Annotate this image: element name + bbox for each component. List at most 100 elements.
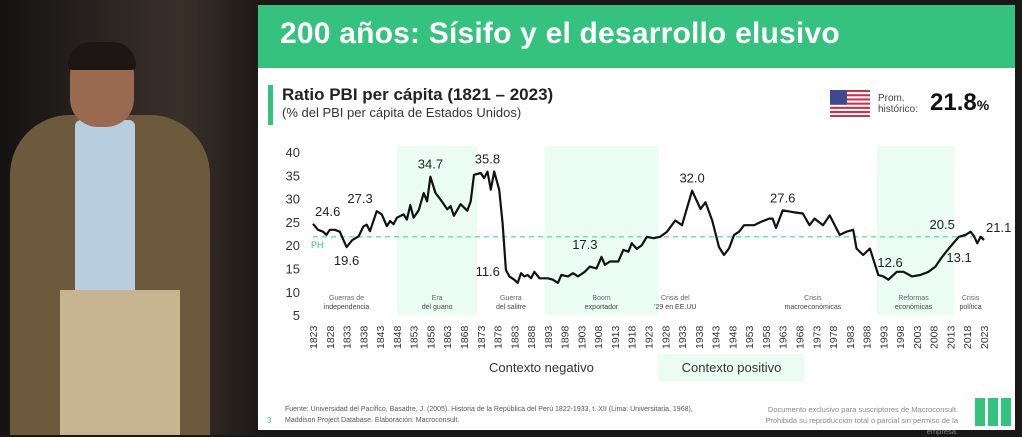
y-tick-label: 35: [286, 168, 300, 183]
stage-photo: [0, 0, 258, 435]
y-tick-label: 25: [286, 215, 300, 230]
x-tick-label: 1948: [727, 325, 739, 349]
period-label: independencia: [324, 304, 370, 311]
average-label-line1: Prom.: [878, 93, 905, 104]
y-tick-label: 15: [286, 262, 300, 277]
disclaimer-line-2: Prohibida su reproducción total o parcia…: [765, 416, 958, 436]
x-tick-label: 1938: [694, 325, 706, 349]
source-line-1: Fuente: Universidad del Pacífico, Basadr…: [285, 406, 693, 413]
x-tick-label: 1853: [409, 325, 421, 349]
period-label: Crisis: [962, 295, 980, 302]
x-tick-label: 1953: [744, 325, 756, 349]
y-tick-label: 5: [293, 308, 300, 323]
average-number: 21.8: [930, 89, 977, 116]
x-tick-label: 1848: [392, 325, 404, 349]
x-tick-label: 1863: [442, 325, 454, 349]
x-tick-label: 1893: [543, 325, 555, 349]
x-tick-label: 1828: [325, 325, 337, 349]
data-label: 13.1: [946, 250, 971, 265]
x-tick-label: 1978: [828, 325, 840, 349]
x-tick-label: 1968: [794, 325, 806, 349]
x-tick-label: 1843: [375, 325, 387, 349]
x-tick-label: 1903: [576, 325, 588, 349]
data-label: 24.6: [315, 204, 340, 219]
data-label: 19.6: [334, 253, 359, 268]
x-tick-label: 1963: [778, 325, 790, 349]
x-tick-label: 1973: [811, 325, 823, 349]
average-label: Prom. histórico:: [878, 93, 918, 115]
data-label: 17.3: [572, 237, 597, 252]
y-tick-label: 20: [286, 238, 300, 253]
period-label: del salitre: [496, 304, 526, 311]
period-label: Reformas: [898, 295, 929, 302]
x-tick-label: 1993: [878, 325, 890, 349]
average-value: 21.8%: [930, 89, 989, 117]
period-label: Boom: [592, 295, 610, 302]
x-tick-label: 2003: [912, 325, 924, 349]
slide-header: 200 años: Sísifo y el desarrollo elusivo: [258, 5, 1015, 68]
period-label: del guano: [422, 304, 453, 311]
data-label: 27.6: [770, 190, 795, 205]
reference-line-label: PH: [311, 240, 324, 250]
x-tick-label: 1883: [509, 325, 521, 349]
period-label: macroeconómicas: [784, 304, 841, 311]
data-label: 34.7: [418, 157, 443, 172]
x-tick-label: 1898: [560, 325, 572, 349]
source-note: Fuente: Universidad del Pacífico, Basadr…: [285, 404, 693, 426]
data-label: 32.0: [679, 171, 704, 186]
average-label-line2: histórico:: [878, 104, 919, 115]
series-line: [312, 170, 985, 284]
x-tick-label: 1928: [660, 325, 672, 349]
presenter-hair: [68, 42, 136, 70]
y-tick-label: 40: [286, 145, 300, 160]
page-number: 3: [267, 416, 272, 425]
data-label: 35.8: [475, 152, 500, 167]
y-tick-label: 10: [286, 285, 300, 300]
chart-subtitle: (% del PBI per cápita de Estados Unidos): [282, 105, 522, 120]
x-tick-label: 2018: [962, 325, 974, 349]
legend-positive: Contexto positivo: [658, 354, 805, 381]
presenter-pants: [60, 290, 180, 435]
disclaimer: Documento exclusivo para suscriptores de…: [758, 404, 958, 437]
positive-period-band: [396, 146, 478, 316]
x-tick-label: 1858: [425, 325, 437, 349]
x-tick-label: 1908: [593, 325, 605, 349]
x-tick-label: 1913: [610, 325, 622, 349]
x-tick-label: 1873: [476, 325, 488, 349]
x-tick-label: 2023: [979, 325, 991, 349]
slide-title: 200 años: Sísifo y el desarrollo elusivo: [280, 17, 840, 50]
x-tick-label: 1868: [459, 325, 471, 349]
positive-period-band: [544, 146, 659, 316]
period-label: '29 en EE.UU: [654, 304, 696, 311]
x-tick-label: 2008: [929, 325, 941, 349]
period-label: Era: [432, 295, 443, 302]
x-tick-label: 1838: [358, 325, 370, 349]
period-label: exportador: [585, 304, 619, 311]
period-label: Crisis del: [661, 295, 690, 302]
x-tick-label: 1933: [677, 325, 689, 349]
x-tick-label: 1958: [761, 325, 773, 349]
x-tick-label: 1918: [627, 325, 639, 349]
x-tick-label: 1988: [862, 325, 874, 349]
data-label: 12.6: [877, 255, 902, 270]
data-label: 20.5: [930, 217, 955, 232]
data-label: 21.1: [986, 220, 1011, 235]
disclaimer-line-1: Documento exclusivo para suscriptores de…: [767, 405, 958, 414]
x-tick-label: 1878: [493, 325, 505, 349]
chart-title: Ratio PBI per cápita (1821 – 2023): [282, 85, 554, 104]
period-label: política: [959, 304, 981, 311]
x-tick-label: 1943: [711, 325, 723, 349]
title-accent-bar: [268, 85, 273, 125]
source-line-2: Maddison Project Database. Elaboración: …: [285, 417, 460, 424]
x-tick-label: 1983: [845, 325, 857, 349]
data-label: 11.6: [476, 264, 500, 279]
macroconsult-logo: [975, 398, 1011, 426]
legend-negative: Contexto negativo: [489, 360, 594, 375]
x-tick-label: 1998: [895, 325, 907, 349]
x-tick-label: 1823: [308, 325, 320, 349]
x-tick-label: 1923: [644, 325, 656, 349]
presenter-shirt: [75, 120, 135, 295]
period-label: Guerras de: [329, 295, 364, 302]
average-unit: %: [976, 97, 990, 113]
